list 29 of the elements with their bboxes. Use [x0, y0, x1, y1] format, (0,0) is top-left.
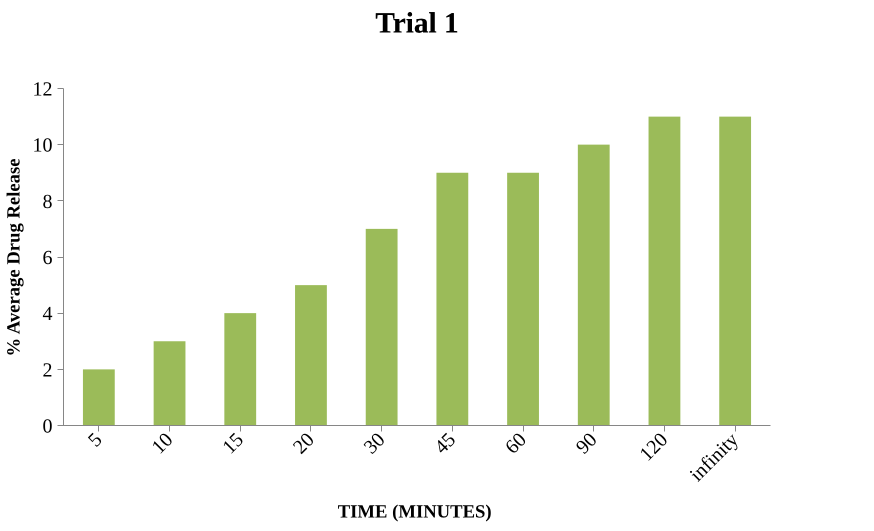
y-tick-label: 0 — [42, 416, 52, 438]
bar — [719, 116, 752, 426]
bar — [224, 313, 256, 426]
x-tick-label: 5 — [84, 428, 107, 452]
bar — [295, 285, 327, 426]
y-axis-title: % Average Drug Release — [4, 158, 24, 357]
x-tick-label: 90 — [572, 428, 602, 458]
x-tick-label: 45 — [430, 428, 460, 458]
x-axis-title: TIME (MINUTES) — [338, 502, 492, 523]
x-tick-label: 30 — [360, 428, 390, 458]
x-tick-label: 10 — [148, 428, 178, 458]
bar — [507, 172, 539, 426]
y-tick-label: 8 — [42, 190, 52, 213]
y-tick-label: 6 — [42, 247, 52, 269]
bar — [436, 172, 468, 426]
bar — [82, 369, 115, 426]
bar — [648, 116, 680, 426]
y-tick-label: 10 — [32, 134, 52, 157]
x-tick-label: 15 — [218, 428, 248, 458]
x-tick-label: 120 — [635, 428, 672, 466]
bar — [366, 228, 398, 426]
x-tick-label: 60 — [501, 428, 531, 458]
bar — [578, 144, 610, 426]
x-tick-label: 20 — [289, 428, 319, 458]
chart-title: Trial 1 — [375, 8, 459, 40]
y-tick-label: 2 — [42, 359, 52, 382]
y-tick-label: 4 — [42, 303, 52, 326]
y-tick-label: 12 — [32, 78, 52, 100]
bar — [154, 341, 186, 426]
